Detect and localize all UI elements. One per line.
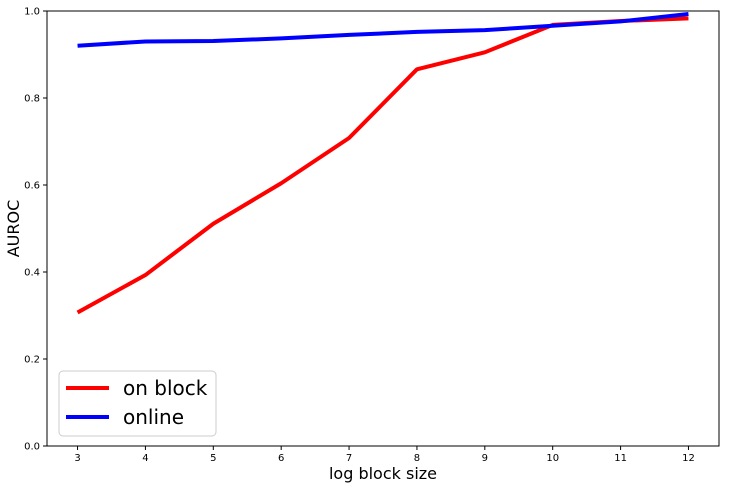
x-tick-label: 4 xyxy=(142,453,148,464)
x-tick-label: 11 xyxy=(614,453,627,464)
y-tick-label: 0.6 xyxy=(24,181,40,192)
y-tick-label: 1.0 xyxy=(24,7,40,18)
axes-layer: 3 4 5 6 7 8 9 10 11 12 0.0 0.2 0.4 0.6 0.8 1.0 xyxy=(24,7,720,464)
x-tick-label: 5 xyxy=(210,453,216,464)
y-tick-label: 0.8 xyxy=(24,94,40,105)
y-tick-label: 0.2 xyxy=(24,355,40,366)
y-tick-label: 0.0 xyxy=(24,442,40,453)
x-tick-label: 10 xyxy=(546,453,559,464)
x-tick-label: 12 xyxy=(682,453,695,464)
y-axis-label: AUROC xyxy=(4,200,23,258)
series-layer xyxy=(76,12,689,315)
x-tick-label: 7 xyxy=(346,453,352,464)
x-tick-label: 3 xyxy=(74,453,80,464)
legend: on block online xyxy=(58,370,217,437)
x-tick-label: 6 xyxy=(278,453,284,464)
x-tick-label: 9 xyxy=(482,453,488,464)
x-axis-label: log block size xyxy=(329,464,437,483)
legend-label-online: online xyxy=(123,405,184,429)
x-tick-label: 8 xyxy=(414,453,420,464)
y-tick-label: 0.4 xyxy=(24,268,40,279)
legend-label-on-block: on block xyxy=(123,376,208,400)
axes-frame xyxy=(46,10,720,447)
series-line-online xyxy=(77,12,689,48)
